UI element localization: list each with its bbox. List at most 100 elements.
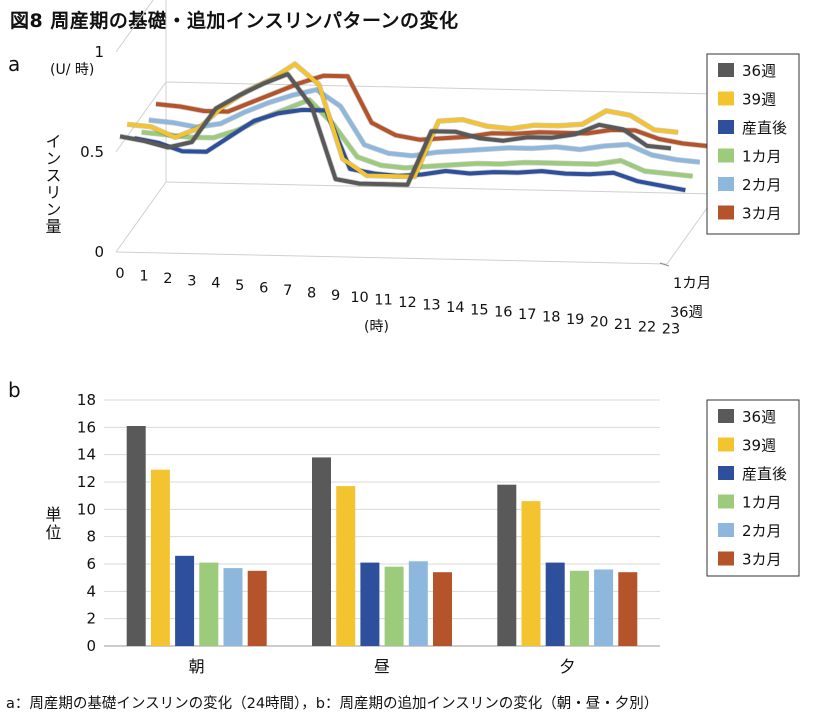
b-ytick-label: 10 <box>77 500 96 518</box>
a-xtick-label: 5 <box>235 278 244 294</box>
a-legend-label: 1カ月 <box>742 148 782 166</box>
a-xtick-label: 4 <box>211 276 220 292</box>
a-xtick-label: 13 <box>422 297 440 313</box>
b-bar <box>126 426 146 646</box>
a-unit-label: (U/ 時) <box>50 62 94 78</box>
a-xtick-label: 18 <box>542 310 560 326</box>
panel-a-label: a <box>8 52 21 76</box>
a-series-line <box>119 72 672 187</box>
b-bar <box>594 569 614 646</box>
figure-title: 図8 周産期の基礎・追加インスリンパターンの変化 <box>10 10 459 32</box>
b-legend-label: 2カ月 <box>742 522 782 540</box>
a-xtick-label: 10 <box>350 290 368 306</box>
a-xtick-label: 20 <box>590 314 608 330</box>
a-legend-label: 3カ月 <box>742 205 782 223</box>
b-bar <box>360 562 380 646</box>
a-xtick-label: 16 <box>494 305 512 321</box>
b-bar <box>384 566 404 646</box>
a-depth-label: 1カ月 <box>673 276 711 292</box>
b-bar <box>545 562 565 646</box>
b-ytick-label: 12 <box>77 473 96 491</box>
a-ytick-label: 1 <box>94 43 104 61</box>
a-legend-label: 36週 <box>742 62 776 80</box>
a-legend-swatch <box>718 63 734 77</box>
a-xtick-label: 1 <box>139 268 148 284</box>
b-category-label: 朝 <box>189 657 205 676</box>
a-xtick-label: 22 <box>638 319 656 335</box>
b-legend-label: 3カ月 <box>742 551 782 569</box>
a-xtick-label: 17 <box>518 307 536 323</box>
b-ytick-label: 16 <box>77 418 96 436</box>
b-legend-label: 36週 <box>742 408 776 426</box>
b-ylabel: 単位 <box>43 506 62 542</box>
b-category-label: 夕 <box>559 657 575 676</box>
b-ytick-label: 0 <box>86 637 96 655</box>
a-xtick-label: 3 <box>187 273 196 289</box>
a-xtick-label: 8 <box>307 285 316 301</box>
b-ytick-label: 18 <box>77 391 96 409</box>
a-xtick-label: 14 <box>446 300 464 316</box>
a-legend-swatch <box>718 177 734 191</box>
a-xtick-label: 21 <box>614 317 632 333</box>
b-legend-swatch <box>718 494 734 509</box>
b-bar <box>150 469 170 646</box>
a-legend-label: 39週 <box>742 91 776 109</box>
b-legend-swatch <box>718 409 734 423</box>
a-xtick-label: 11 <box>374 293 392 309</box>
b-legend-swatch <box>718 437 734 452</box>
figure-caption: a：周産期の基礎インスリンの変化（24時間），b：周産期の追加インスリンの変化（… <box>6 696 659 712</box>
b-bar <box>408 561 428 646</box>
b-bar <box>175 555 195 646</box>
a-legend-label: 産直後 <box>742 119 787 137</box>
a-gridline-side <box>115 81 167 153</box>
b-bar <box>336 486 356 646</box>
b-bar <box>569 570 589 646</box>
b-legend-label: 産直後 <box>742 465 787 483</box>
a-floor-edge <box>115 251 668 265</box>
b-bar <box>199 562 219 646</box>
a-legend-swatch <box>718 120 734 134</box>
a-xtick-label: 12 <box>398 295 416 311</box>
b-category-label: 昼 <box>374 657 390 676</box>
b-bar <box>497 484 517 646</box>
a-ylabel: インスリン量 <box>43 133 62 235</box>
b-legend-swatch <box>718 466 734 480</box>
a-legend-swatch <box>718 91 734 106</box>
a-xtick-label: 9 <box>331 288 340 304</box>
a-legend-box <box>706 53 800 235</box>
b-ytick-label: 4 <box>86 582 96 600</box>
a-gridline-side <box>115 181 167 253</box>
b-legend-swatch <box>718 551 734 566</box>
b-bar <box>433 572 452 646</box>
a-ytick-label: 0.5 <box>80 143 104 161</box>
a-ytick-label: 0 <box>94 243 104 261</box>
a-xlabel: (時) <box>364 319 389 335</box>
panel-b-label: b <box>8 378 21 402</box>
a-xtick-label: 23 <box>662 322 680 338</box>
a-xtick-label: 0 <box>115 266 124 282</box>
a-series-line <box>126 62 679 179</box>
a-gridline-back <box>165 181 718 195</box>
a-xtick-label: 2 <box>163 271 172 287</box>
a-xtick-label: 19 <box>566 312 584 328</box>
a-depth-tick <box>659 262 670 267</box>
b-ytick-label: 2 <box>86 610 96 628</box>
b-bar <box>223 568 243 646</box>
b-bar <box>521 501 541 646</box>
b-legend-label: 1カ月 <box>742 494 782 512</box>
a-gridline-side <box>115 0 154 53</box>
b-legend-swatch <box>718 523 734 537</box>
a-depth-label: 36週 <box>670 304 703 321</box>
a-legend-swatch <box>718 148 734 163</box>
a-legend-swatch <box>718 205 734 220</box>
b-legend-box <box>706 399 800 577</box>
a-xtick-label: 6 <box>259 281 268 297</box>
b-ytick-label: 14 <box>77 446 96 464</box>
b-bar <box>247 570 267 646</box>
a-legend-label: 2カ月 <box>742 176 782 194</box>
b-bar <box>618 572 638 646</box>
b-legend-label: 39週 <box>742 437 776 455</box>
b-bar <box>312 457 331 646</box>
b-ytick-label: 8 <box>86 528 96 546</box>
